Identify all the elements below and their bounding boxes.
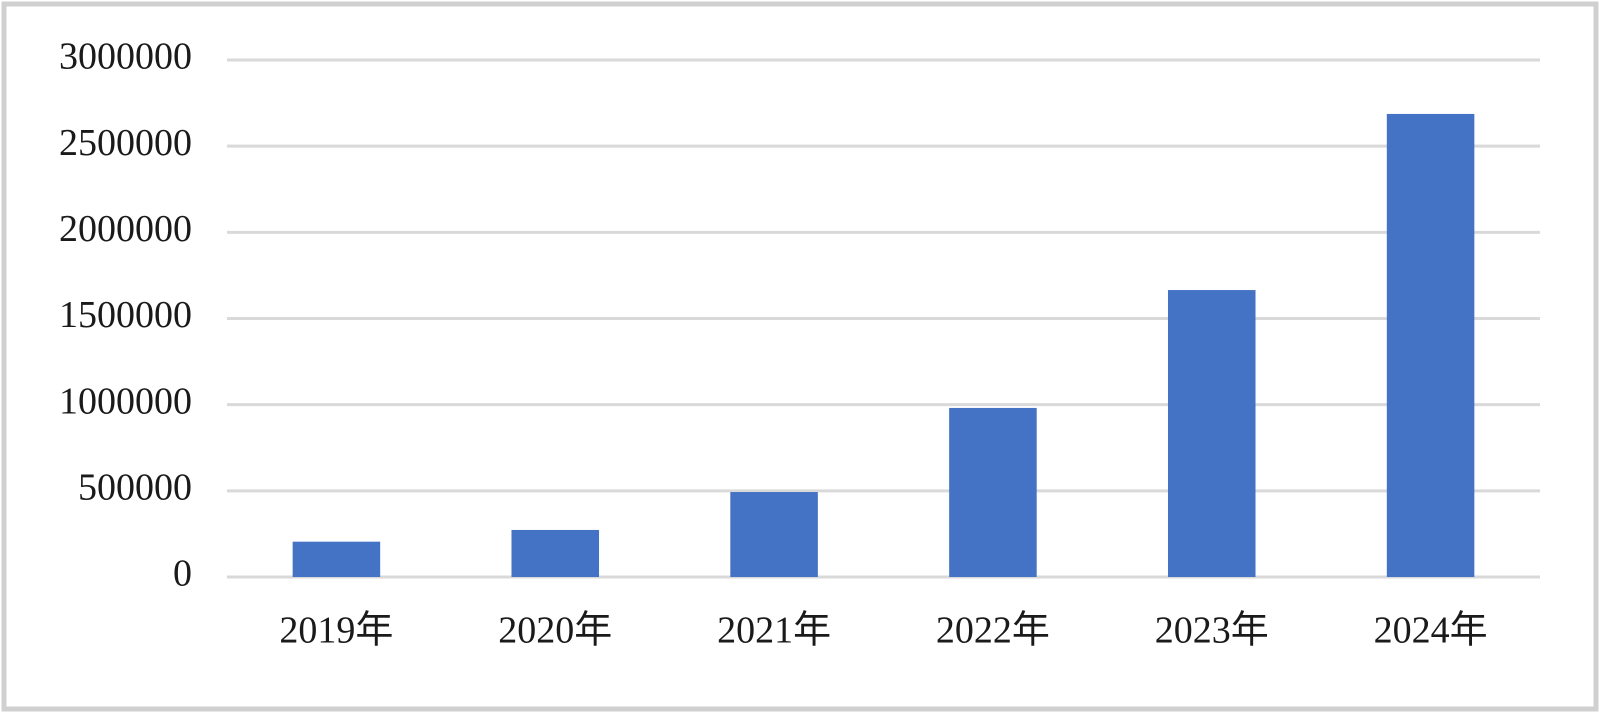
bar <box>511 529 600 577</box>
x-tick-label: 2021年 <box>717 610 831 652</box>
y-tick-label: 500000 <box>78 467 192 509</box>
y-tick-label: 2000000 <box>59 208 192 250</box>
bar <box>1386 113 1475 577</box>
y-tick-label: 2500000 <box>59 122 192 164</box>
y-tick-label: 1000000 <box>59 380 192 422</box>
bar <box>730 492 818 577</box>
x-tick-label: 2022年 <box>936 610 1050 652</box>
y-tick-label: 3000000 <box>59 36 192 78</box>
bar <box>949 407 1037 577</box>
x-tick-label: 2019年 <box>279 610 393 652</box>
x-tick-label: 2023年 <box>1155 610 1269 652</box>
x-tick-label: 2020年 <box>498 610 612 652</box>
y-tick-label: 1500000 <box>59 294 192 336</box>
x-tick-label: 2024年 <box>1374 610 1488 652</box>
y-tick-label: 0 <box>173 553 192 595</box>
bar <box>1167 290 1256 577</box>
bar <box>292 541 381 577</box>
